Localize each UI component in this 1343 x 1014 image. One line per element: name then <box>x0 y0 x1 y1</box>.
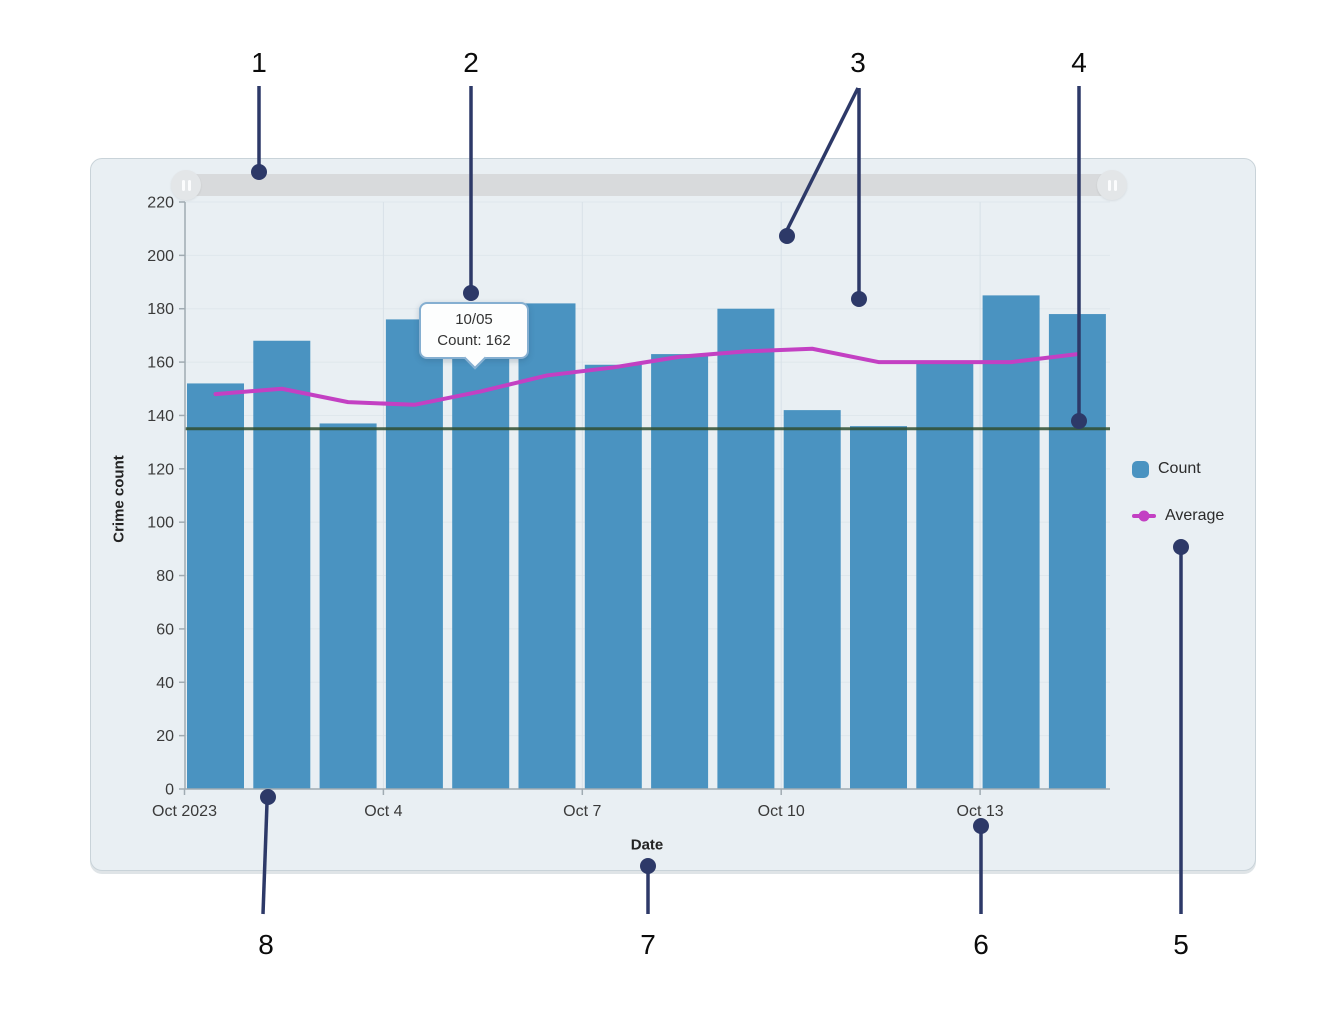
range-slider-track[interactable] <box>180 174 1112 196</box>
range-slider-right-handle[interactable] <box>1097 170 1127 200</box>
y-tick-label: 20 <box>156 728 174 745</box>
legend: Count Average <box>1132 458 1224 527</box>
callout-label-6: 6 <box>973 929 989 960</box>
y-tick-label: 80 <box>156 568 174 585</box>
count-swatch-icon <box>1132 460 1149 478</box>
callout-label-1: 1 <box>251 47 267 78</box>
average-line <box>213 346 1080 407</box>
bar-10/13[interactable] <box>982 295 1040 789</box>
pause-grip-icon <box>187 179 191 191</box>
bar-10/06[interactable] <box>518 303 576 789</box>
callout-label-4: 4 <box>1071 47 1087 78</box>
y-tick-label: 0 <box>165 782 174 799</box>
bar-10/09[interactable] <box>717 308 775 789</box>
y-tick-label: 140 <box>147 408 174 425</box>
bar-10/12[interactable] <box>916 362 974 789</box>
legend-item-average[interactable]: Average <box>1132 505 1224 527</box>
x-tick-label: Oct 13 <box>957 803 1004 820</box>
x-tick-label: Oct 10 <box>758 803 805 820</box>
y-tick-label: 120 <box>147 461 174 478</box>
y-tick-label: 220 <box>147 195 174 212</box>
bar-10/02[interactable] <box>253 340 311 789</box>
pause-grip-icon <box>1107 179 1111 191</box>
bar-10/01[interactable] <box>187 383 244 789</box>
bar-10/05[interactable] <box>452 356 510 789</box>
average-dot-icon <box>1138 510 1150 522</box>
y-tick-label: 100 <box>147 515 174 532</box>
range-slider-left-handle[interactable] <box>171 170 201 200</box>
y-tick-label: 60 <box>156 621 174 638</box>
callout-label-3: 3 <box>850 47 866 78</box>
y-tick-label: 180 <box>147 301 174 318</box>
legend-item-count[interactable]: Count <box>1132 458 1224 480</box>
bar-10/08[interactable] <box>651 354 709 789</box>
legend-label-average: Average <box>1165 507 1225 524</box>
y-tick-label: 40 <box>156 675 174 692</box>
bar-10/14[interactable] <box>1048 314 1106 789</box>
bar-10/04[interactable] <box>385 319 443 789</box>
callout-label-7: 7 <box>640 929 656 960</box>
bar-10/11[interactable] <box>850 426 907 789</box>
x-axis-title: Date <box>630 836 664 854</box>
pause-grip-icon <box>181 179 185 191</box>
x-tick-label: Oct 2023 <box>152 803 217 820</box>
callout-label-2: 2 <box>463 47 479 78</box>
legend-label-count: Count <box>1158 460 1201 477</box>
x-tick-label: Oct 7 <box>563 803 601 820</box>
bar-10/07[interactable] <box>584 364 642 789</box>
x-tick-label: Oct 4 <box>364 803 402 820</box>
pause-grip-icon <box>1113 179 1117 191</box>
y-tick-label: 200 <box>147 248 174 265</box>
bar-10/03[interactable] <box>319 423 377 789</box>
y-tick-label: 160 <box>147 355 174 372</box>
bar-10/10[interactable] <box>783 410 841 789</box>
tooltip-date: 10/05 <box>455 311 493 328</box>
callout-label-5: 5 <box>1173 929 1189 960</box>
tooltip: 10/05 Count: 162 <box>419 302 529 370</box>
callout-label-8: 8 <box>258 929 274 960</box>
tooltip-value: Count: 162 <box>437 332 511 349</box>
average-line-marker-icon <box>1132 510 1156 522</box>
